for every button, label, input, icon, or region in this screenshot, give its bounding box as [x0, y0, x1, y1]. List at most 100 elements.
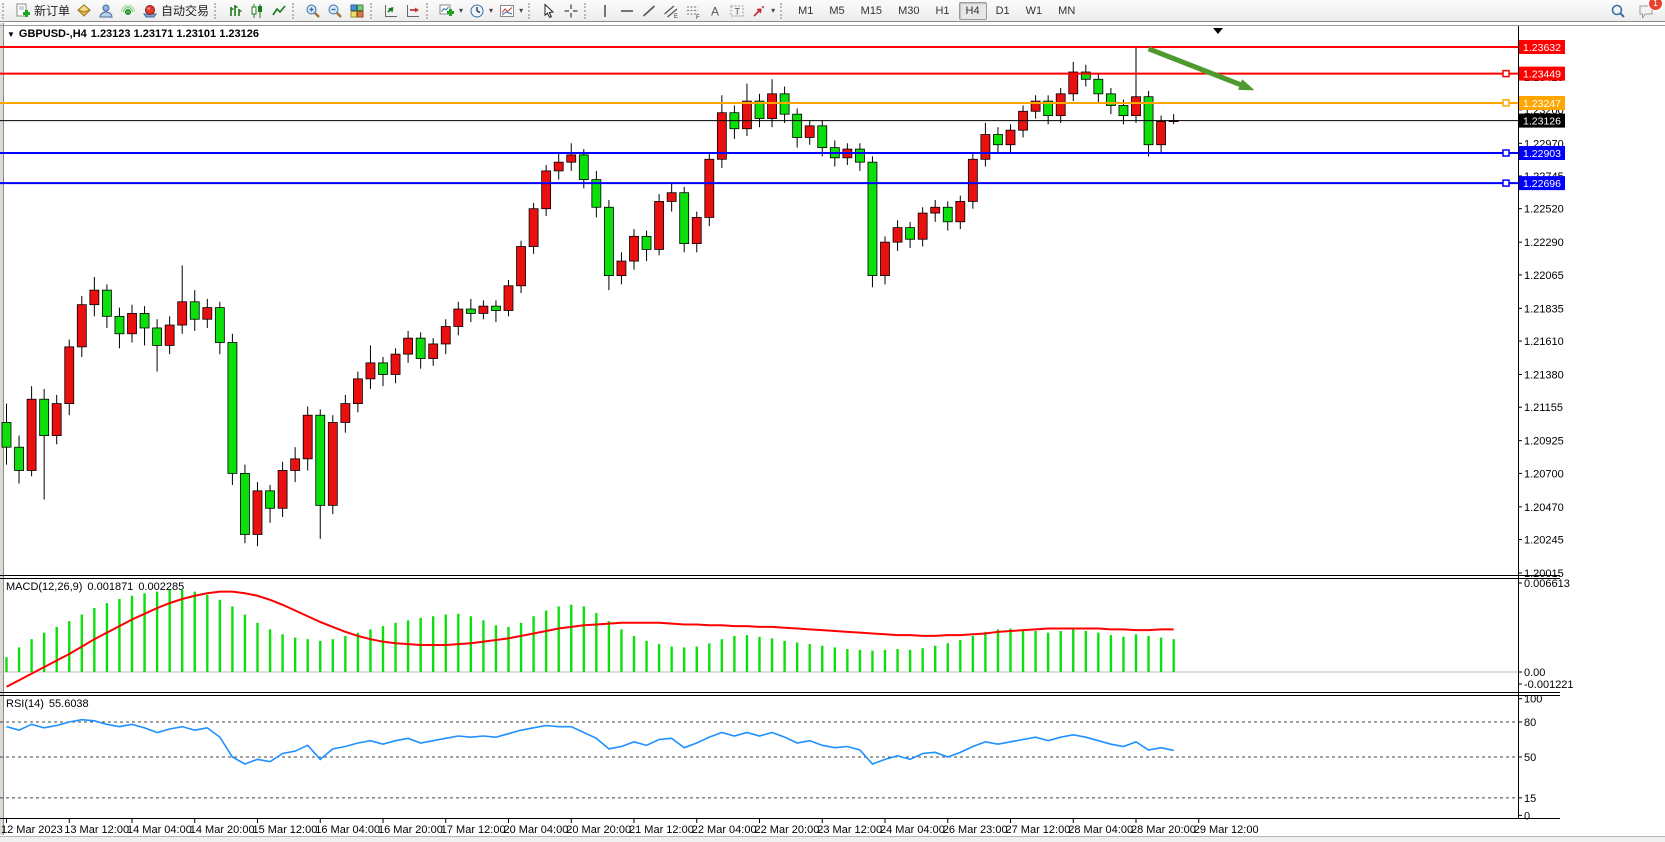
- trendline-button[interactable]: [638, 0, 660, 22]
- macd-value-main: 0.001871: [87, 581, 134, 593]
- macd-histogram-bar: [30, 639, 33, 672]
- candle-body: [604, 206, 614, 277]
- candle-body: [1106, 93, 1116, 106]
- candle-body: [127, 313, 137, 335]
- timeframe-d1-button[interactable]: D1: [995, 4, 1010, 17]
- candle-body: [114, 315, 125, 335]
- timeframe-m15-button[interactable]: M15: [860, 4, 883, 17]
- macd-histogram-bar: [306, 639, 309, 672]
- date-axis-tick: 14 Mar 04:00: [127, 824, 192, 835]
- level-handle[interactable]: [1502, 179, 1510, 187]
- dropdown-arrow-icon[interactable]: ▾: [459, 6, 464, 15]
- crosshair-button[interactable]: [560, 0, 582, 22]
- price-axis-tick: 1.21155: [1524, 402, 1563, 414]
- equidistant-channel-icon: E: [663, 3, 679, 19]
- timeframe-m1-button[interactable]: M1: [798, 4, 814, 17]
- macd-histogram-bar: [55, 626, 58, 672]
- macd-histogram-bar: [921, 648, 924, 672]
- macd-histogram-bar: [1109, 635, 1113, 672]
- line-chart-button[interactable]: [268, 0, 290, 22]
- rsi-axis-tick: 80: [1524, 717, 1536, 729]
- text-label-button[interactable]: T: [726, 0, 748, 22]
- price-axis-tick: 1.21835: [1524, 303, 1564, 315]
- price-axis-tick: 1.21380: [1524, 369, 1564, 381]
- price-chart-canvas[interactable]: 1.234251.232001.229701.227451.225201.222…: [0, 23, 1665, 835]
- search-button[interactable]: [1607, 0, 1629, 22]
- cursor-button[interactable]: [538, 0, 560, 22]
- timeframe-m5-button[interactable]: M5: [829, 4, 845, 17]
- chart-shift-marker[interactable]: [1213, 28, 1223, 34]
- date-axis-tick: 20 Mar 20:00: [566, 824, 631, 835]
- equidistant-channel-button[interactable]: E: [660, 0, 682, 22]
- dropdown-arrow-icon[interactable]: ▾: [771, 6, 776, 15]
- text-button[interactable]: A: [704, 0, 726, 22]
- trend-arrow-head: [1238, 79, 1255, 91]
- date-axis-tick: 17 Mar 12:00: [441, 824, 506, 835]
- macd-histogram-bar: [770, 638, 774, 672]
- templates-button[interactable]: ▾: [496, 0, 526, 22]
- price-badge: [1519, 176, 1565, 191]
- periods-button[interactable]: ▾: [466, 0, 496, 22]
- level-handle[interactable]: [1502, 149, 1510, 157]
- macd-histogram-bar: [17, 647, 21, 672]
- new-chart-button[interactable]: ▾: [436, 0, 466, 22]
- auto-trading-button[interactable]: 自动交易: [139, 0, 212, 22]
- candle-body: [14, 446, 24, 471]
- signals-button[interactable]: [117, 0, 139, 22]
- candlestick-chart-button[interactable]: [246, 0, 268, 22]
- profile-button[interactable]: [95, 0, 117, 22]
- notifications-button[interactable]: 1: [1635, 0, 1663, 22]
- market-watch-button[interactable]: [73, 0, 95, 22]
- text-icon: A: [707, 3, 723, 19]
- bar-chart-button[interactable]: [224, 0, 246, 22]
- level-handle[interactable]: [1502, 69, 1510, 78]
- candle-body: [1080, 71, 1091, 80]
- price-badge: [1519, 146, 1565, 161]
- macd-histogram-bar: [871, 650, 874, 672]
- rsi-axis-tick: 100: [1524, 694, 1542, 706]
- macd-histogram-bar: [846, 649, 849, 672]
- auto-scroll-button[interactable]: [380, 0, 402, 22]
- timeframe-mn-button[interactable]: MN: [1058, 4, 1076, 17]
- fibonacci-button[interactable]: F: [682, 0, 704, 22]
- vertical-line-button[interactable]: [594, 0, 616, 22]
- timeframe-h4-button[interactable]: H4: [958, 1, 987, 20]
- zoom-in-button[interactable]: [302, 0, 324, 22]
- macd-histogram-bar: [733, 635, 736, 672]
- candle-body: [290, 458, 301, 471]
- macd-histogram-bar: [808, 644, 811, 672]
- level-handle[interactable]: [1502, 99, 1510, 107]
- timeframe-m30-button[interactable]: M30: [898, 4, 920, 17]
- macd-histogram-bar: [268, 629, 272, 672]
- timeframe-w1-button[interactable]: W1: [1025, 4, 1043, 17]
- dropdown-arrow-icon[interactable]: ▾: [489, 6, 494, 15]
- candle-body: [792, 113, 803, 138]
- new-order-button[interactable]: 新订单: [12, 0, 73, 22]
- candle-body: [779, 93, 790, 115]
- arrows-tool-button[interactable]: ▾: [748, 0, 778, 22]
- candlestick-chart-icon: [249, 3, 265, 19]
- macd-histogram-bar: [1122, 636, 1125, 672]
- chart-shift-button[interactable]: [402, 0, 424, 22]
- timeframe-h1-button[interactable]: H1: [935, 4, 950, 17]
- candle-body: [252, 490, 263, 535]
- candle-body: [1068, 71, 1079, 95]
- macd-histogram-bar: [657, 644, 661, 672]
- macd-indicator-label: MACD(12,26,9) 0.001871 0.002285: [6, 581, 184, 593]
- chart-collapse-icon[interactable]: ▼: [7, 29, 15, 39]
- candle-body: [742, 100, 752, 130]
- zoom-out-button[interactable]: [324, 0, 346, 22]
- candle-body: [139, 313, 150, 329]
- candle-body: [704, 158, 715, 218]
- tile-windows-button[interactable]: [346, 0, 368, 22]
- new-order-icon: [15, 3, 31, 19]
- candle-body: [930, 206, 941, 214]
- macd-name: MACD(12,26,9): [6, 581, 83, 593]
- macd-histogram-bar: [344, 635, 347, 672]
- macd-histogram-bar: [457, 613, 460, 672]
- price-badge: [1519, 66, 1565, 81]
- horizontal-line-button[interactable]: [616, 0, 638, 22]
- trend-arrow[interactable]: [1147, 46, 1250, 91]
- dropdown-arrow-icon[interactable]: ▾: [519, 6, 524, 15]
- macd-histogram-bar: [1046, 632, 1050, 672]
